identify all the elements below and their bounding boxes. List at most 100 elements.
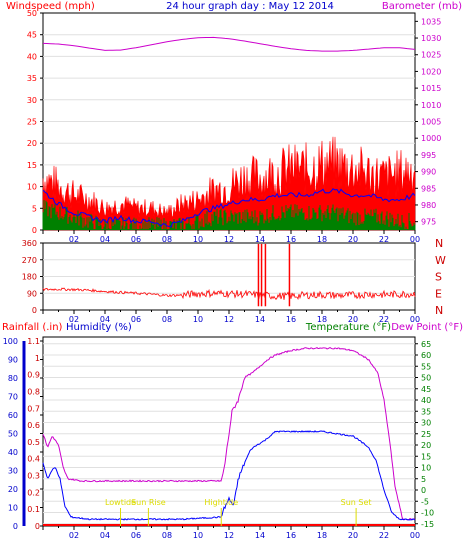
direction-tick-label: 270 xyxy=(22,256,37,265)
temperature-tick-label: 65 xyxy=(421,340,431,349)
x-tick-label: 18 xyxy=(317,531,327,540)
x-tick-label: 02 xyxy=(69,315,79,324)
x-tick-label: 22 xyxy=(379,235,389,244)
rain-tick-label: 1 xyxy=(35,354,40,363)
annotation-label: Sun Set xyxy=(341,498,372,507)
wind-average-line xyxy=(42,188,416,228)
x-tick-label: 04 xyxy=(100,235,110,244)
rain-tick-label: 0.7 xyxy=(27,404,40,413)
y-tick-label: 10 xyxy=(27,183,37,192)
x-tick-label: 00 xyxy=(410,531,420,540)
chart-title: 24 hour graph day : May 12 2014 xyxy=(166,1,334,12)
temperature-tick-label: 50 xyxy=(421,374,431,383)
humidity-tick-label: 20 xyxy=(8,485,18,494)
y-right-tick-label: 990 xyxy=(421,168,436,177)
temperature-axis-title: Temperature (°F) xyxy=(305,322,391,333)
temperature-tick-label: 15 xyxy=(421,452,431,461)
x-tick-label: 16 xyxy=(286,315,296,324)
rain-tick-label: 0.8 xyxy=(27,387,40,396)
dewpoint-axis-title: Dew Point (°F) xyxy=(391,322,463,333)
y-right-tick-label: 975 xyxy=(421,218,436,227)
x-tick-label: 22 xyxy=(379,315,389,324)
barometer-line xyxy=(42,36,416,52)
x-tick-label: 12 xyxy=(224,315,234,324)
y-tick-label: 30 xyxy=(27,96,37,105)
direction-tick-label: 360 xyxy=(22,239,37,248)
annotation-label: Lowtide xyxy=(105,498,136,507)
rain-tick-label: 0.1 xyxy=(27,505,40,514)
direction-tick-label: 90 xyxy=(27,289,37,298)
humidity-tick-label: 70 xyxy=(8,393,18,402)
temperature-tick-label: -5 xyxy=(421,497,429,506)
y-tick-label: 25 xyxy=(27,118,37,127)
y-right-tick-label: 1035 xyxy=(421,17,441,26)
humidity-tick-label: 90 xyxy=(8,356,18,365)
rain-tick-label: 0.9 xyxy=(27,371,40,380)
x-tick-label: 10 xyxy=(193,531,203,540)
humidity-tick-label: 80 xyxy=(8,374,18,383)
x-tick-label: 00 xyxy=(410,235,420,244)
x-tick-label: 10 xyxy=(193,235,203,244)
annotation-label: Hightide xyxy=(204,498,238,507)
compass-label: E xyxy=(435,287,442,300)
y-tick-label: 0 xyxy=(32,226,37,235)
y-tick-label: 50 xyxy=(27,9,37,18)
x-tick-label: 20 xyxy=(348,315,358,324)
temperature-tick-label: 20 xyxy=(421,441,431,450)
compass-label: W xyxy=(435,254,446,267)
humidity-tick-label: 40 xyxy=(8,448,18,457)
temperature-tick-label: 10 xyxy=(421,464,431,473)
rainfall-axis-title: Rainfall (.in) xyxy=(2,322,63,333)
humidity-axis-title: Humidity (%) xyxy=(66,322,132,333)
direction-tick-label: 180 xyxy=(22,273,37,282)
humidity-tick-label: 30 xyxy=(8,467,18,476)
x-tick-label: 12 xyxy=(224,531,234,540)
rain-tick-label: 0.4 xyxy=(27,455,40,464)
x-tick-label: 06 xyxy=(131,531,141,540)
wind-low-bars xyxy=(42,200,416,230)
temperature-tick-label: 5 xyxy=(421,475,426,484)
temperature-tick-label: 0 xyxy=(421,486,426,495)
x-tick-label: 12 xyxy=(224,235,234,244)
x-tick-label: 08 xyxy=(162,315,172,324)
x-tick-label: 06 xyxy=(131,235,141,244)
y-right-tick-label: 1005 xyxy=(421,118,441,127)
compass-label: N xyxy=(435,237,443,250)
y-right-tick-label: 1025 xyxy=(421,51,441,60)
y-right-tick-label: 1010 xyxy=(421,101,441,110)
y-right-tick-label: 1020 xyxy=(421,67,441,76)
rain-tick-label: 0 xyxy=(35,522,40,531)
x-tick-label: 14 xyxy=(255,315,265,324)
y-tick-label: 15 xyxy=(27,161,37,170)
x-tick-label: 18 xyxy=(317,235,327,244)
temperature-tick-label: -15 xyxy=(421,520,434,529)
x-tick-label: 08 xyxy=(162,531,172,540)
x-tick-label: 14 xyxy=(255,235,265,244)
y-right-tick-label: 1015 xyxy=(421,84,441,93)
temperature-tick-label: 35 xyxy=(421,407,431,416)
temperature-tick-label: 45 xyxy=(421,385,431,394)
temperature-tick-label: -10 xyxy=(421,509,434,518)
x-tick-label: 02 xyxy=(69,235,79,244)
x-tick-label: 10 xyxy=(193,315,203,324)
y-tick-label: 45 xyxy=(27,31,37,40)
compass-label: N xyxy=(435,304,443,317)
x-tick-label: 04 xyxy=(100,315,110,324)
temperature-tick-label: 55 xyxy=(421,362,431,371)
dewpoint-line xyxy=(42,430,416,521)
y-right-tick-label: 1000 xyxy=(421,134,441,143)
x-tick-label: 16 xyxy=(286,235,296,244)
y-tick-label: 5 xyxy=(32,204,37,213)
x-tick-label: 16 xyxy=(286,531,296,540)
direction-tick-label: 0 xyxy=(32,306,37,315)
x-tick-label: 00 xyxy=(410,315,420,324)
y-tick-label: 35 xyxy=(27,74,37,83)
rain-tick-label: 0.6 xyxy=(27,421,40,430)
x-tick-label: 20 xyxy=(348,531,358,540)
x-tick-label: 22 xyxy=(379,531,389,540)
wind-direction-line xyxy=(42,287,416,301)
humidity-tick-label: 60 xyxy=(8,411,18,420)
temperature-tick-label: 60 xyxy=(421,351,431,360)
